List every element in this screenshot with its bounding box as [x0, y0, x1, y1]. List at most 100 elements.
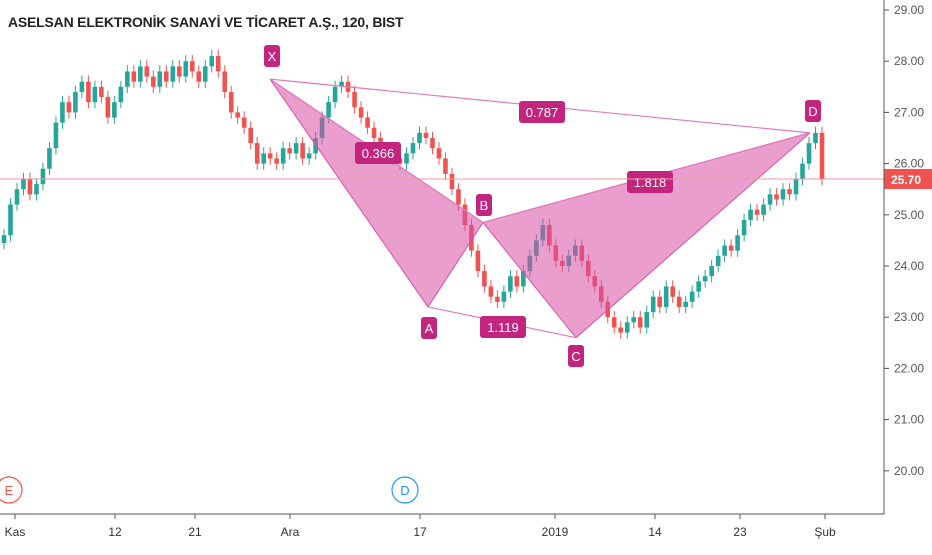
- candle-body: [164, 71, 169, 82]
- candle-body: [8, 204, 13, 236]
- candle-body: [696, 281, 701, 292]
- candle-body: [780, 189, 786, 200]
- candle-body: [202, 66, 208, 82]
- candle-body: [735, 235, 740, 251]
- y-tick-label: 22.00: [894, 361, 924, 375]
- candle-body: [741, 219, 747, 236]
- candle-body: [767, 194, 773, 205]
- candle-body: [209, 56, 215, 67]
- candle-body: [456, 189, 461, 205]
- candle-body: [514, 276, 520, 287]
- candle-body: [332, 86, 338, 103]
- candle-body: [365, 117, 370, 128]
- candle-body: [443, 158, 448, 174]
- candle-body: [449, 173, 455, 190]
- candle-body: [728, 245, 734, 251]
- candle-body: [66, 102, 72, 113]
- x-tick-label: 12: [108, 525, 122, 539]
- ratio-label: 1.119: [487, 320, 519, 335]
- candle-body: [118, 86, 124, 103]
- candle-body: [663, 286, 669, 307]
- axes: 29.00 28.00 27.00 26.00 25.00 24.00 23.00 22.00…: [0, 0, 924, 539]
- point-label: C: [571, 349, 580, 364]
- chart-title: ASELSAN ELEKTRONİK SANAYİ VE TİCARET A.Ş…: [8, 14, 404, 30]
- candle-body: [650, 296, 656, 313]
- candle-body: [189, 61, 195, 72]
- candle-body: [371, 127, 377, 138]
- candle-body: [657, 296, 662, 307]
- candle-body: [287, 148, 292, 154]
- candle-body: [293, 143, 299, 154]
- event-label: E: [5, 483, 14, 498]
- candle-body: [157, 71, 163, 87]
- event-marker: [391, 476, 419, 504]
- candle-body: [222, 71, 228, 92]
- last-price-label: 25.70: [891, 173, 921, 187]
- candle-body: [637, 317, 643, 328]
- y-tick-label: 21.00: [894, 413, 924, 427]
- y-tick-label: 29.00: [894, 3, 924, 17]
- candle-body: [73, 91, 78, 113]
- candle-body: [793, 178, 799, 195]
- candle-body: [501, 291, 507, 302]
- candle-body: [254, 143, 260, 164]
- point-label: X: [268, 49, 277, 64]
- ratio-label: 1.818: [634, 175, 667, 190]
- candle-body: [774, 194, 779, 200]
- x-tick-label: 2019: [542, 525, 569, 539]
- candle-body: [138, 66, 143, 82]
- candle-body: [170, 66, 176, 82]
- candle-body: [131, 71, 137, 82]
- candle-body: [40, 168, 46, 185]
- candle-body: [644, 312, 650, 328]
- candle-body: [241, 117, 247, 128]
- candle-body: [618, 327, 624, 333]
- y-tick-label: 28.00: [894, 54, 924, 68]
- candle-body: [631, 317, 637, 323]
- candle-body: [702, 276, 708, 282]
- x-tick-label: 21: [188, 525, 202, 539]
- candle-body: [676, 296, 682, 307]
- candle-body: [300, 143, 305, 159]
- candle-body: [53, 122, 59, 149]
- pattern-triangle-xab: [269, 78, 484, 308]
- candle-body: [34, 184, 39, 195]
- candle-body: [709, 266, 714, 277]
- x-tick-label: Ara: [281, 525, 300, 539]
- candle-body: [125, 71, 130, 87]
- candle-body: [339, 81, 344, 87]
- candle-body: [748, 209, 753, 220]
- candle-body: [488, 286, 494, 297]
- last-price-box: [884, 168, 932, 189]
- candle-body: [215, 56, 221, 72]
- candle-body: [482, 271, 487, 287]
- ratio-label: 0.787: [526, 105, 559, 120]
- x-tick-label: Şub: [814, 525, 836, 539]
- candle-body: [79, 81, 85, 92]
- candle-body: [176, 66, 182, 77]
- candle-body: [228, 91, 234, 113]
- candle-body: [508, 276, 513, 292]
- candle-body: [722, 245, 727, 256]
- candle-body: [475, 250, 481, 272]
- candle-body: [521, 271, 526, 287]
- ratio-box: [355, 142, 401, 164]
- point-box: [805, 100, 821, 122]
- candle-body: [86, 81, 91, 103]
- point-label: A: [425, 321, 434, 336]
- point-box: [264, 45, 280, 67]
- point-label: D: [808, 104, 817, 119]
- candle-body: [352, 91, 357, 108]
- candle-body: [436, 148, 442, 159]
- candle-body: [27, 178, 33, 195]
- candle-body: [495, 296, 500, 302]
- ratio-label: 0.366: [362, 146, 395, 161]
- last-price-group: 25.70: [0, 168, 932, 189]
- candle-body: [754, 209, 760, 215]
- candle-body: [1, 235, 7, 243]
- y-tick-label: 20.00: [894, 464, 924, 478]
- event-label: D: [400, 483, 409, 498]
- candle-body: [306, 153, 312, 159]
- candle-body: [417, 132, 422, 144]
- candle-body: [92, 86, 98, 103]
